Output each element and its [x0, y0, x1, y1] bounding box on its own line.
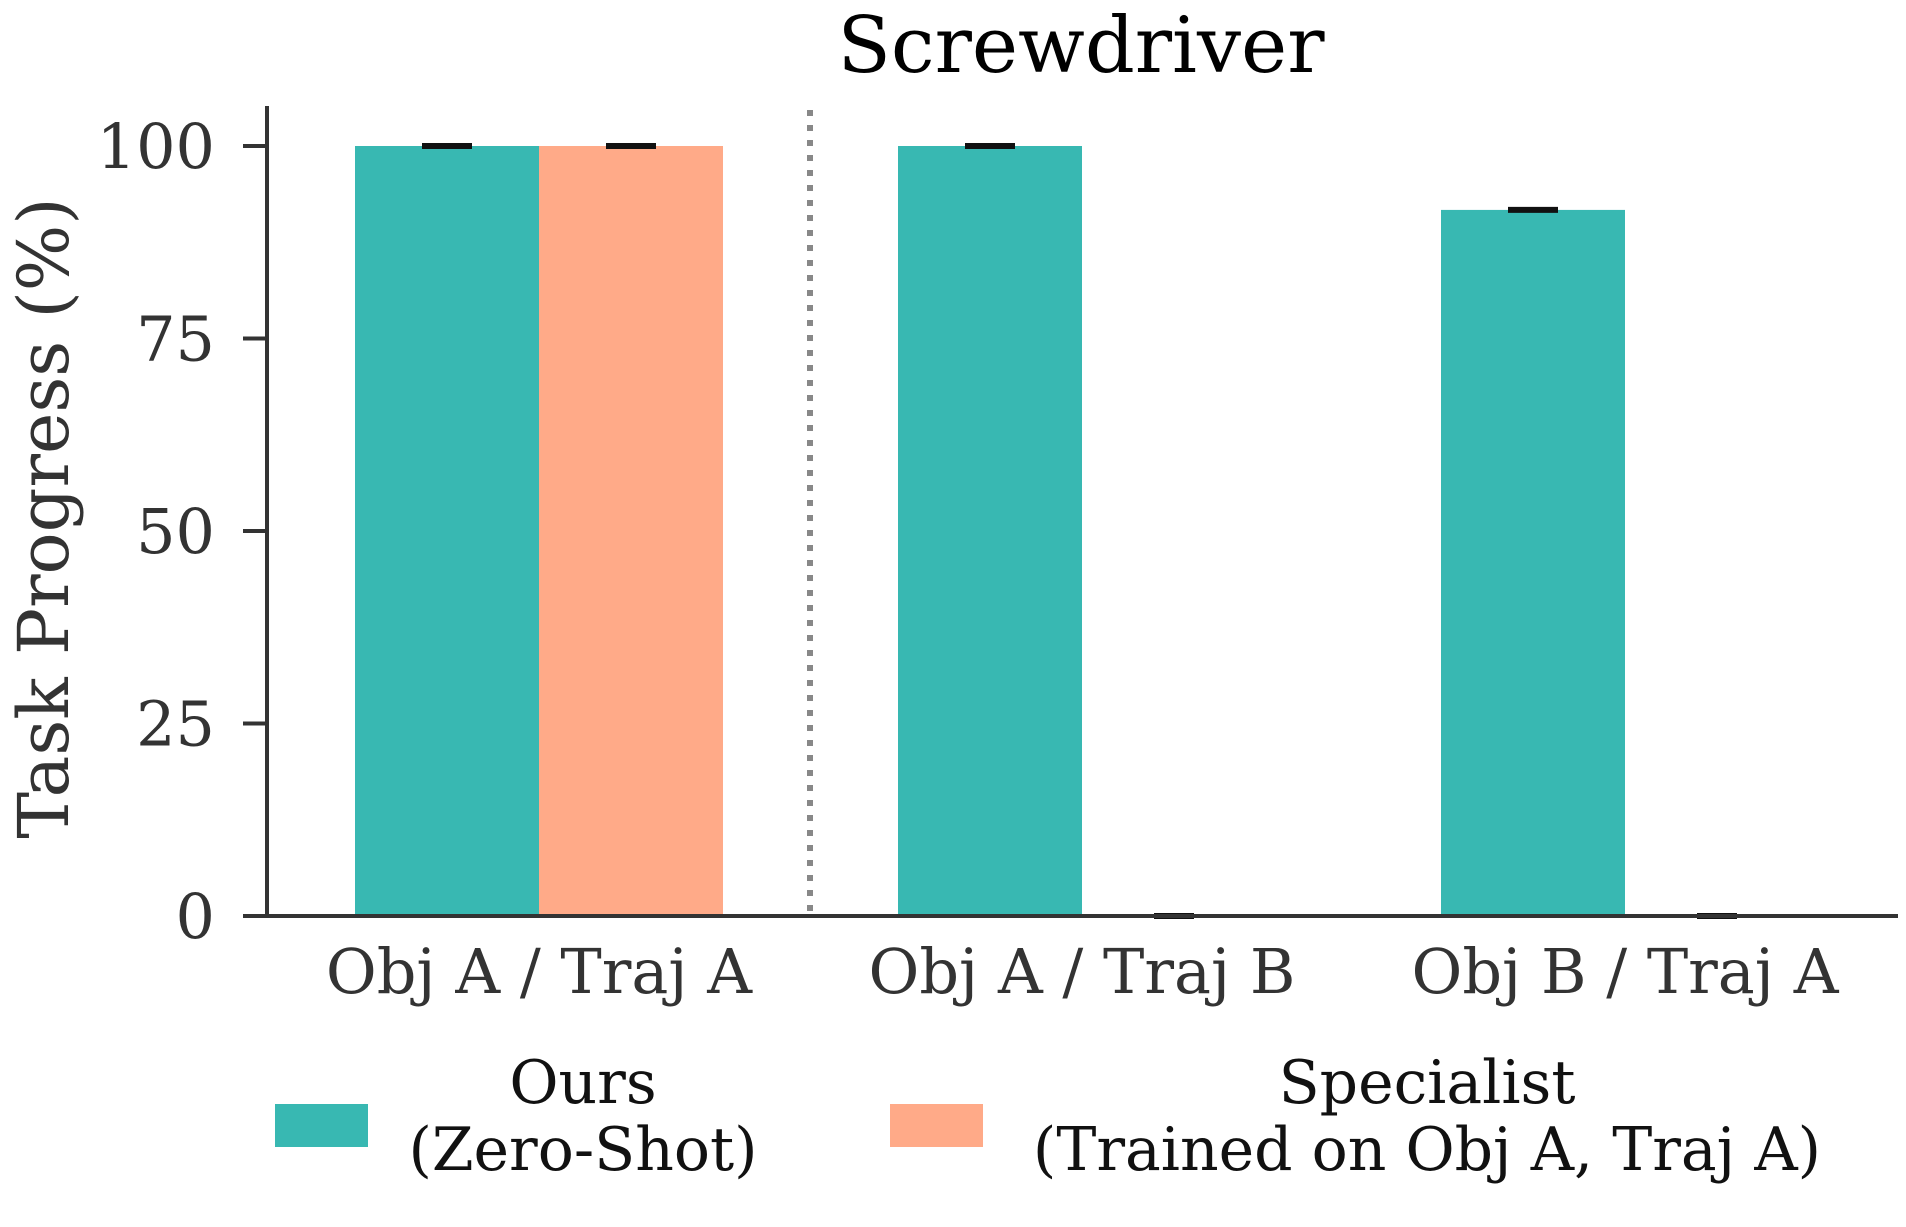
x-ticks: Obj A / Traj A Obj A / Traj B Obj B / Traj… [326, 935, 1840, 1008]
legend-swatch-specialist [890, 1104, 983, 1147]
bar-ours-0 [355, 146, 539, 916]
y-tick-label: 0 [176, 880, 215, 953]
legend: Ours(Zero-Shot) Specialist(Trained on Obj… [275, 1048, 1821, 1185]
axes [243, 106, 1898, 918]
y-tick-label: 50 [136, 495, 215, 568]
legend-label: Ours [509, 1048, 656, 1118]
y-tick-label: 100 [97, 110, 215, 183]
y-tick-label: 25 [136, 688, 215, 761]
x-tick-label: Obj B / Traj A [1412, 935, 1840, 1008]
bar-specialist-0 [539, 146, 723, 916]
y-axis-label: Task Progress (%) [3, 197, 85, 838]
y-ticks: 0 25 50 75 100 [97, 110, 267, 953]
legend-label: (Trained on Obj A, Traj A) [1033, 1115, 1821, 1185]
bars [355, 146, 1625, 916]
chart-title: Screwdriver [837, 1, 1325, 91]
bar-ours-1 [898, 146, 1082, 916]
x-tick-label: Obj A / Traj B [869, 935, 1296, 1008]
x-tick-label: Obj A / Traj A [326, 935, 753, 1008]
legend-label: Specialist [1279, 1048, 1576, 1118]
y-tick-label: 75 [136, 303, 215, 376]
bar-ours-2 [1441, 209, 1625, 916]
legend-label: (Zero-Shot) [408, 1115, 757, 1185]
legend-swatch-ours [275, 1104, 368, 1147]
